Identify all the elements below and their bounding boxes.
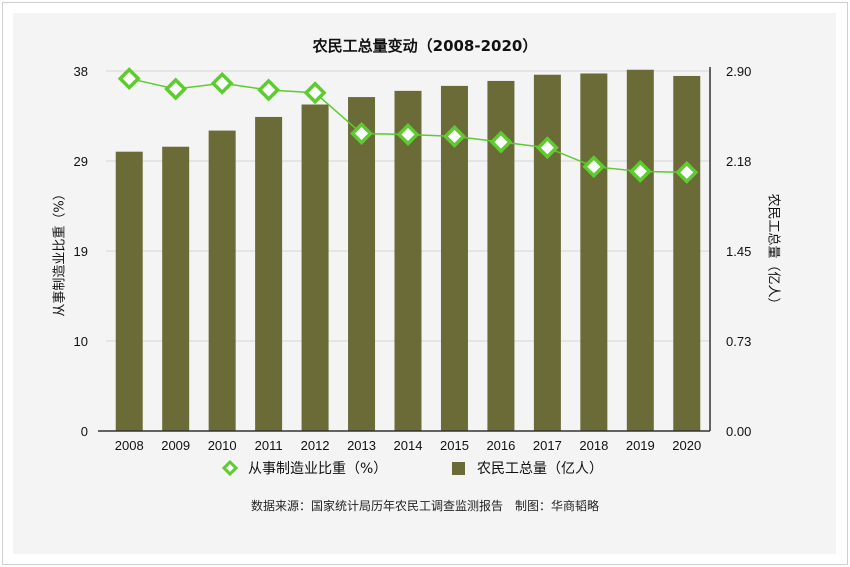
bar [626,69,654,432]
x-tick-label: 2019 [626,438,655,453]
line-marker [442,124,466,148]
x-tick-label: 2014 [394,438,423,453]
y-tick-left: 38 [74,64,88,79]
y-tick-left: 29 [74,154,88,169]
x-tick-label: 2016 [486,438,515,453]
line-marker [164,77,188,101]
legend-item-bar: 农民工总量（亿人） [452,458,603,478]
bar [673,75,701,431]
bar [580,73,608,431]
line-marker [210,71,234,95]
x-tick-label: 2020 [672,438,701,453]
x-tick-label: 2018 [579,438,608,453]
x-tick-label: 2012 [301,438,330,453]
line-marker [582,155,606,179]
x-tick-label: 2010 [208,438,237,453]
bar [255,116,283,432]
line-marker [489,130,513,154]
legend-bar-label: 农民工总量（亿人） [477,461,603,477]
y-axis-label-right: 农民工总量（亿人） [765,193,781,311]
line-marker [303,81,327,105]
line-marker [257,78,281,102]
square-marker-icon [452,461,465,475]
line-marker [117,67,141,91]
y-axis-label-left: 从事制造业比重（%） [52,187,68,317]
line-marker [628,159,652,183]
source-note: 数据来源：国家统计局历年农民工调查监测报告 制图：华商韬略 [250,499,599,513]
x-tick-label: 2017 [533,438,562,453]
line-marker [396,122,420,146]
bar [208,130,236,431]
legend-line-label: 从事制造业比重（%） [248,461,388,477]
y-tick-right: 2.18 [726,154,751,169]
line-marker [350,122,374,146]
bar [301,104,329,431]
x-tick-label: 2011 [255,438,283,453]
chart-title: 农民工总量变动（2008-2020） [312,37,538,55]
x-tick-label: 2009 [161,438,190,453]
line-marker [535,136,559,160]
y-tick-right: 0.73 [726,334,751,349]
y-tick-right: 1.45 [726,244,751,259]
bar [394,90,422,432]
x-tick-label: 2015 [440,438,469,453]
y-tick-left: 10 [74,334,88,349]
y-tick-left: 0 [81,424,88,439]
bar [162,146,190,432]
y-tick-right: 2.90 [726,64,751,79]
legend-item-line: 从事制造业比重（%） [222,458,387,478]
bar [348,97,376,431]
y-tick-right: 0.00 [726,424,751,439]
x-tick-label: 2008 [115,438,144,453]
y-tick-left: 19 [74,244,88,259]
bar [533,74,561,432]
x-tick-label: 2013 [347,438,376,453]
bar [115,151,143,432]
diamond-marker-icon [222,460,238,476]
line-marker [675,160,699,184]
